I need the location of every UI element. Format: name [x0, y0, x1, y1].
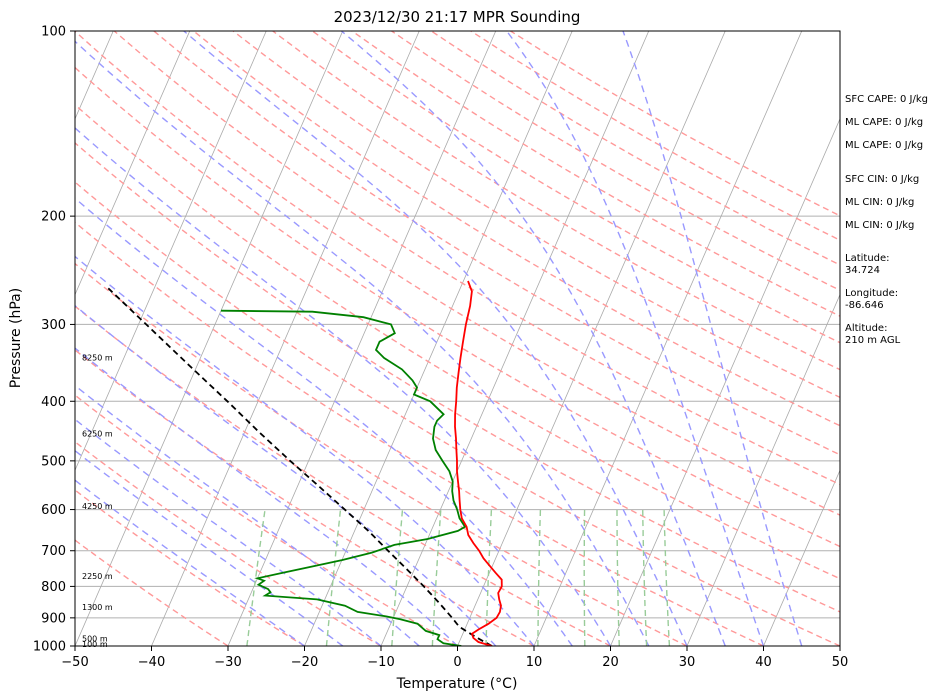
isotherm-line [75, 31, 191, 296]
height-label: 8250 m [82, 353, 113, 362]
moist-adiabat-line [75, 127, 612, 646]
moist-adiabat-line [75, 479, 305, 646]
axes: −50 −40 −30 −20 −10 0 10 20 30 40 50 1000 900 800 700 6… [33, 25, 848, 671]
dry-adiabat-line [75, 66, 840, 548]
altitude-label: Altitude: [845, 323, 887, 334]
y-tick-label: 300 [41, 318, 66, 333]
x-tick-label: 20 [602, 655, 619, 670]
dry-adiabat-line [75, 31, 840, 516]
isotherm-line [763, 469, 840, 646]
x-tick-label: −50 [61, 655, 88, 670]
y-axis-title: Pressure (hPa) [8, 288, 24, 388]
moist-adiabat-line [75, 449, 344, 646]
longitude-label: Longitude: [845, 288, 898, 299]
dewpoint-profile-line [220, 309, 467, 646]
temperature-profile-line [454, 280, 503, 646]
longitude-value: -86.646 [845, 300, 884, 311]
moist-adiabat-line [183, 31, 688, 646]
dry-adiabat-line [75, 181, 840, 646]
isotherm-line [380, 31, 650, 646]
dry-adiabat-line [75, 142, 840, 613]
x-tick-label: −40 [138, 655, 165, 670]
dry-adiabat-line [351, 31, 840, 317]
moist-adiabat-line [506, 31, 765, 646]
dry-adiabat-line [75, 103, 840, 580]
ml-cape-text-2: ML CAPE: 0 J/kg [845, 140, 923, 151]
x-tick-label: 50 [832, 655, 849, 670]
x-tick-label: 0 [453, 655, 461, 670]
x-tick-label: −20 [291, 655, 318, 670]
height-label: 100 m [82, 640, 108, 649]
ml-cin-text-2: ML CIN: 0 J/kg [845, 220, 914, 231]
y-tick-label: 400 [41, 395, 66, 410]
y-tick-label: 900 [41, 611, 66, 626]
parcel-profile-line [107, 287, 493, 646]
dry-adiabat-line [75, 349, 535, 646]
isotherm-line [75, 31, 344, 646]
side-panel: SFC CAPE: 0 J/kg ML CAPE: 0 J/kg ML CAPE… [845, 94, 928, 346]
moist-adiabat-line [75, 418, 382, 646]
dry-adiabat-line [75, 221, 764, 646]
y-tick-label: 600 [41, 503, 66, 518]
isotherm-line [75, 31, 267, 472]
isotherm-line [533, 31, 803, 646]
moist-adiabat-line [75, 40, 650, 646]
profiles [107, 280, 503, 646]
dry-adiabat-line [311, 31, 840, 344]
reference-lines [75, 31, 840, 646]
height-label: 1300 m [82, 603, 113, 612]
x-tick-label: 30 [679, 655, 696, 670]
dry-adiabat-line [75, 262, 688, 646]
y-tick-label: 800 [41, 580, 66, 595]
dry-adiabat-line [75, 394, 458, 646]
isotherm-line [151, 31, 420, 646]
ml-cin-text-1: ML CIN: 0 J/kg [845, 197, 914, 208]
y-tick-label: 200 [41, 210, 66, 225]
x-axis-title: Temperature (°C) [396, 676, 518, 692]
isotherm-line [686, 293, 840, 646]
height-label: 6250 m [82, 430, 113, 439]
latitude-value: 34.724 [845, 265, 880, 276]
plot-area [75, 31, 840, 646]
isotherm-line [227, 31, 497, 646]
y-tick-label: 1000 [33, 640, 66, 655]
isotherm-line [457, 31, 726, 646]
isotherm-line [610, 117, 840, 646]
moist-adiabat-line [622, 31, 803, 646]
chart-title: 2023/12/30 21:17 MPR Sounding [334, 8, 581, 26]
dry-adiabat-line [153, 31, 840, 456]
x-tick-label: −10 [367, 655, 394, 670]
y-tick-label: 100 [41, 25, 66, 40]
dry-adiabat-line [75, 489, 305, 646]
y-tick-label: 700 [41, 544, 66, 559]
height-label: 500 m [82, 635, 108, 644]
moist-adiabat-line [75, 197, 573, 646]
height-label: 4250 m [82, 502, 113, 511]
sfc-cin-text: SFC CIN: 0 J/kg [845, 174, 919, 185]
moist-adiabat-line [75, 304, 497, 646]
x-tick-label: 40 [755, 655, 772, 670]
ml-cape-text-1: ML CAPE: 0 J/kg [845, 117, 923, 128]
dry-adiabat-line [75, 305, 611, 646]
dry-adiabat-line [75, 440, 382, 646]
moist-adiabat-line [75, 384, 420, 646]
latitude-label: Latitude: [845, 253, 890, 264]
moist-adiabat-line [75, 347, 458, 646]
height-label: 2250 m [82, 572, 113, 581]
isotherm-line [304, 31, 573, 646]
sfc-cape-text: SFC CAPE: 0 J/kg [845, 94, 928, 105]
x-tick-label: −30 [214, 655, 241, 670]
dry-adiabat-line [232, 31, 840, 399]
moist-adiabat-line [340, 31, 726, 646]
y-tick-label: 500 [41, 454, 66, 469]
mixing-ratio-line [246, 509, 266, 646]
x-tick-label: 10 [526, 655, 543, 670]
dry-adiabat-line [193, 31, 840, 427]
altitude-value: 210 m AGL [845, 335, 901, 346]
